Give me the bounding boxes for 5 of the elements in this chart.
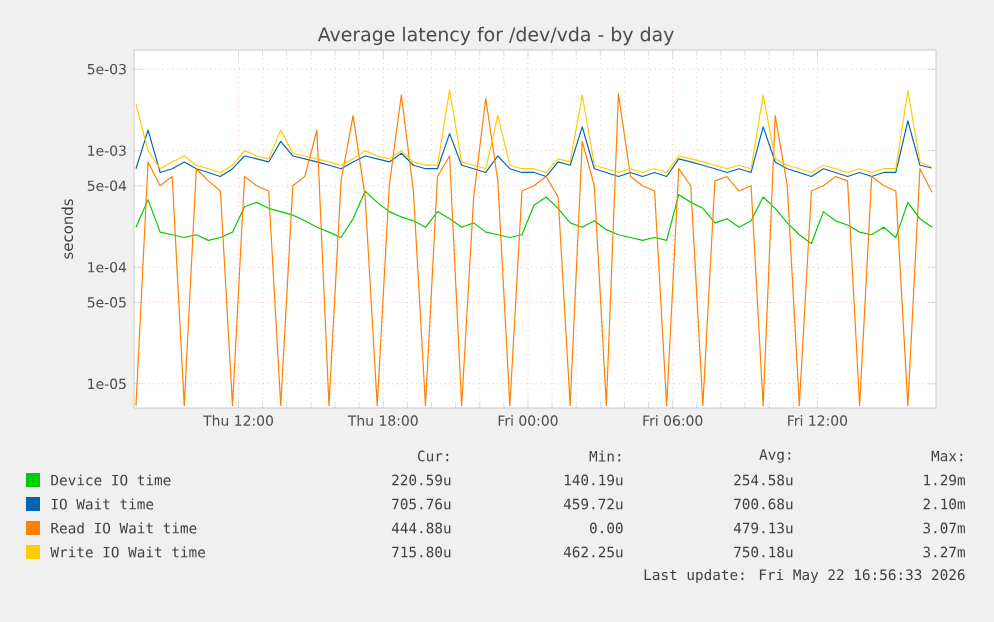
line-series <box>135 190 933 245</box>
line-series <box>135 120 933 178</box>
line-series <box>135 89 933 174</box>
line-series <box>135 93 933 407</box>
chart-title: Average latency for /dev/vda - by day <box>317 26 674 46</box>
